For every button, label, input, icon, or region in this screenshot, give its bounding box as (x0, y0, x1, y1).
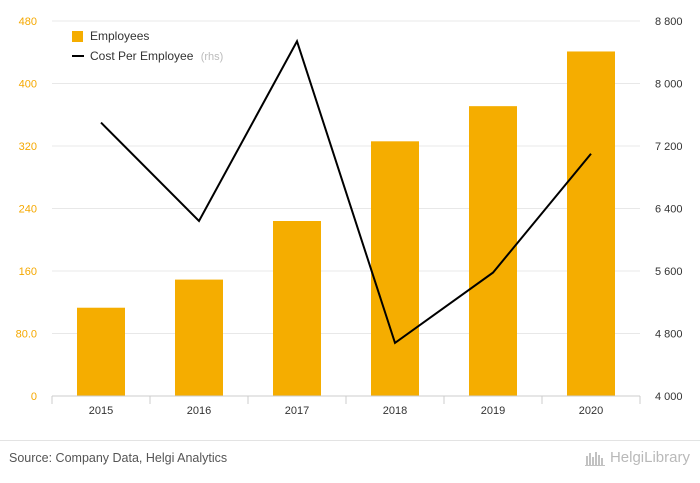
bar (567, 51, 615, 396)
y-left-tick-label: 480 (19, 16, 37, 28)
y-left-tick-label: 320 (19, 141, 37, 153)
line-path (100, 38, 592, 345)
legend: Employees Cost Per Employee (rhs) (72, 29, 223, 63)
bar (273, 221, 321, 396)
x-tick-label: 2015 (89, 405, 113, 417)
legend-label-cost-per-employee: Cost Per Employee (rhs) (90, 49, 223, 63)
brand-name: HelgiLibrary (609, 449, 690, 466)
chart: 0 80.0 160 240 320 400 480 4 000 4 800 5 600 6 400… (16, 16, 683, 417)
bar (469, 106, 517, 396)
grid-lines (52, 20, 640, 334)
y-right-tick-label: 4 000 (655, 391, 683, 403)
x-tick-label: 2016 (187, 405, 211, 417)
legend-label-cost-per-employee-name: Cost Per Employee (90, 49, 194, 63)
brand-logo: HelgiLibrary (584, 449, 690, 466)
y-right-tick-label: 4 800 (655, 329, 683, 341)
x-tick-label: 2019 (481, 405, 505, 417)
bar (175, 279, 223, 396)
footer-divider (0, 440, 700, 441)
y-left-tick-label: 400 (19, 79, 37, 91)
bar-series-employees (77, 51, 615, 396)
x-tick-label: 2020 (579, 405, 603, 417)
bar (77, 307, 125, 396)
library-icon (584, 451, 605, 466)
x-tick-label: 2018 (383, 405, 407, 417)
y-right-tick-label: 6 400 (655, 204, 683, 216)
y-right-tick-label: 7 200 (655, 141, 683, 153)
y-right-tick-label: 5 600 (655, 266, 683, 278)
axes: 0 80.0 160 240 320 400 480 4 000 4 800 5 600 6 400… (16, 16, 683, 417)
y-left-tick-label: 240 (19, 204, 37, 216)
bar (371, 141, 419, 396)
y-left-tick-label: 160 (19, 266, 37, 278)
y-right-tick-label: 8 000 (655, 79, 683, 91)
y-right-tick-label: 8 800 (655, 16, 683, 28)
legend-label-rhs-suffix: (rhs) (201, 51, 224, 63)
legend-swatch-employees (72, 31, 83, 42)
y-left-tick-label: 0 (31, 391, 37, 403)
legend-label-employees: Employees (90, 29, 149, 43)
y-left-tick-label: 80.0 (16, 329, 37, 341)
source-note: Source: Company Data, Helgi Analytics (9, 451, 228, 465)
x-tick-label: 2017 (285, 405, 309, 417)
line-series-cost-per-employee (100, 38, 592, 345)
